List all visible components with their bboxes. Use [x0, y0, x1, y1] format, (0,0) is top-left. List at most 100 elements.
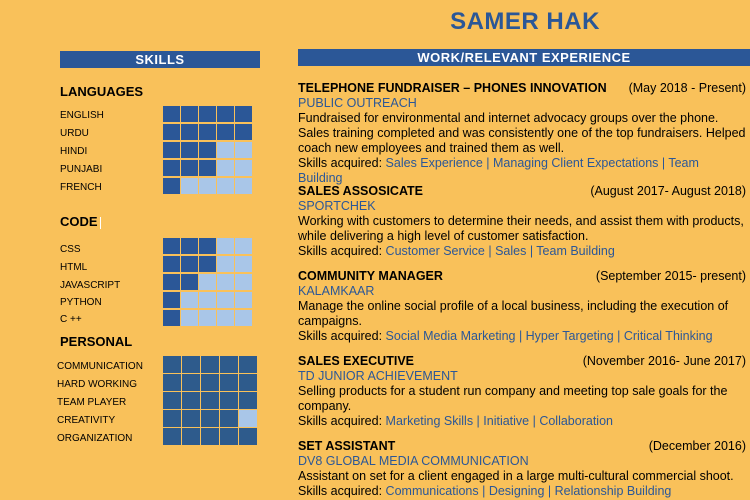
- section-title-languages: LANGUAGES: [60, 84, 144, 99]
- job-skills: Skills acquired: Marketing Skills | Init…: [298, 414, 746, 429]
- job-company: SPORTCHEK: [298, 199, 376, 213]
- skills-header: SKILLS: [60, 51, 260, 68]
- skill-cell-filled: [181, 256, 198, 272]
- skill-label: PYTHON: [60, 297, 102, 308]
- skill-cell-filled: [239, 356, 257, 373]
- job-skills: Skills acquired: Social Media Marketing …: [298, 329, 746, 344]
- job-date: (August 2017- August 2018): [590, 184, 746, 198]
- skill-cell-filled: [220, 356, 238, 373]
- skill-cell-filled: [182, 374, 200, 391]
- job-company: TD JUNIOR ACHIEVEMENT: [298, 369, 458, 383]
- skill-label: JAVASCRIPT: [60, 280, 121, 291]
- job-description: Fundraised for environmental and interne…: [298, 111, 746, 155]
- skill-cell-filled: [201, 356, 219, 373]
- skill-level-bar: [163, 292, 252, 308]
- skill-cell-filled: [163, 178, 180, 194]
- skill-cell-empty: [217, 256, 234, 272]
- skill-label: FRENCH: [60, 182, 102, 193]
- skill-level-bar: [163, 410, 257, 427]
- skill-cell-filled: [235, 124, 252, 140]
- skill-cell-filled: [182, 356, 200, 373]
- job-title: SALES EXECUTIVE: [298, 354, 414, 368]
- skill-cell-filled: [239, 374, 257, 391]
- job-date: (December 2016): [648, 439, 746, 453]
- skill-label: ORGANIZATION: [57, 433, 133, 444]
- job-title: SET ASSISTANT: [298, 439, 396, 453]
- skill-cell-filled: [239, 428, 257, 445]
- skill-cell-filled: [181, 160, 198, 176]
- job-title: TELEPHONE FUNDRAISER – PHONES INNOVATION: [298, 81, 607, 95]
- section-title-code: CODE: [60, 214, 101, 229]
- skill-cell-filled: [181, 238, 198, 254]
- skill-label: HINDI: [60, 146, 88, 157]
- skill-cell-filled: [217, 106, 234, 122]
- skill-label: TEAM PLAYER: [57, 397, 127, 408]
- skill-label: CREATIVITY: [57, 415, 116, 426]
- skill-cell-empty: [217, 160, 234, 176]
- skill-cell-empty: [235, 238, 252, 254]
- job-date: (May 2018 - Present): [628, 81, 746, 95]
- skill-cell-empty: [239, 410, 257, 427]
- skills-list: Communications | Designing | Relationshi…: [385, 484, 672, 498]
- skill-label: CSS: [60, 244, 81, 255]
- job-description: Manage the online social profile of a lo…: [298, 299, 729, 328]
- skill-cell-filled: [239, 392, 257, 409]
- job-company: DV8 GLOBAL MEDIA COMMUNICATION: [298, 454, 529, 468]
- skill-cell-filled: [182, 410, 200, 427]
- job-description: Working with customers to determine thei…: [298, 214, 744, 243]
- skills-label: Skills acquired:: [298, 484, 386, 498]
- skill-cell-empty: [235, 310, 252, 326]
- skill-label: HTML: [60, 262, 88, 273]
- skill-level-bar: [163, 106, 252, 122]
- text-cursor: [99, 216, 101, 229]
- skill-cell-filled: [182, 428, 200, 445]
- skill-cell-filled: [199, 238, 216, 254]
- skills-label: Skills acquired:: [298, 414, 386, 428]
- job-skills: Skills acquired: Sales Experience | Mana…: [298, 156, 746, 186]
- job-skills: Skills acquired: Customer Service | Sale…: [298, 244, 746, 259]
- skill-cell-empty: [235, 256, 252, 272]
- section-title-text: CODE: [60, 214, 98, 229]
- skill-level-bar: [163, 178, 252, 194]
- skill-cell-empty: [235, 142, 252, 158]
- job-description: Assistant on set for a client engaged in…: [298, 469, 734, 483]
- skill-label: HARD WORKING: [57, 379, 137, 390]
- skill-cell-filled: [181, 124, 198, 140]
- skills-list: Customer Service | Sales | Team Building: [385, 244, 615, 258]
- skill-label: PUNJABI: [60, 164, 103, 175]
- skill-label: URDU: [60, 128, 89, 139]
- skill-cell-filled: [181, 142, 198, 158]
- skill-label: COMMUNICATION: [57, 361, 143, 372]
- skill-cell-filled: [201, 428, 219, 445]
- skill-cell-filled: [163, 256, 180, 272]
- skill-cell-empty: [235, 160, 252, 176]
- skill-label: C ++: [60, 314, 82, 325]
- skill-cell-filled: [199, 124, 216, 140]
- job-title: SALES ASSOSICATE: [298, 184, 424, 198]
- section-title-personal: PERSONAL: [60, 334, 133, 349]
- skill-cell-filled: [199, 160, 216, 176]
- skill-cell-empty: [235, 292, 252, 308]
- skill-cell-empty: [217, 274, 234, 290]
- skills-list: Sales Experience | Managing Client Expec…: [298, 156, 699, 185]
- skill-level-bar: [163, 274, 252, 290]
- job-entry: COMMUNITY MANAGER (September 2015- presen…: [298, 269, 746, 344]
- skill-cell-filled: [201, 392, 219, 409]
- skill-cell-empty: [199, 310, 216, 326]
- skill-cell-empty: [235, 274, 252, 290]
- skill-cell-filled: [199, 142, 216, 158]
- skill-cell-filled: [163, 356, 181, 373]
- skill-cell-filled: [163, 274, 180, 290]
- skill-cell-filled: [201, 410, 219, 427]
- skill-cell-empty: [199, 178, 216, 194]
- skill-cell-filled: [163, 374, 181, 391]
- skill-cell-filled: [163, 310, 180, 326]
- skill-cell-filled: [201, 374, 219, 391]
- skill-level-bar: [163, 124, 252, 140]
- job-entry: SET ASSISTANT (December 2016) DV8 GLOBAL …: [298, 439, 746, 499]
- skill-label: ENGLISH: [60, 110, 104, 121]
- skill-cell-filled: [163, 410, 181, 427]
- skill-level-bar: [163, 356, 257, 373]
- skill-level-bar: [163, 160, 252, 176]
- skill-level-bar: [163, 238, 252, 254]
